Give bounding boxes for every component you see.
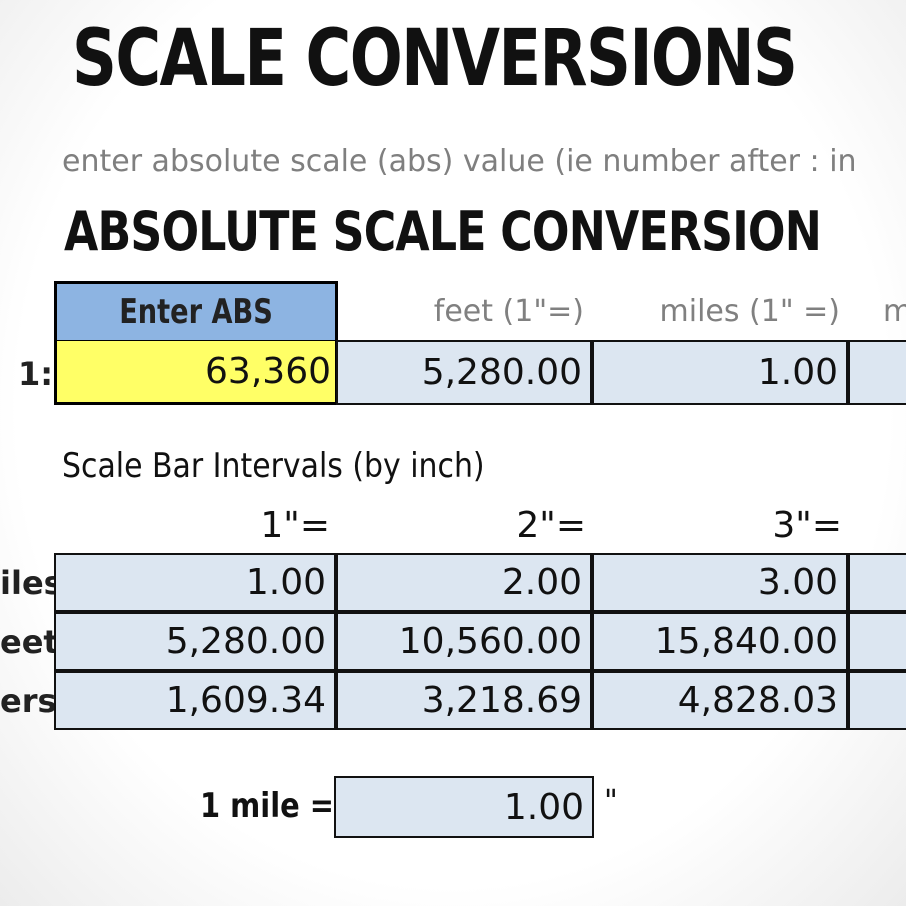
inches-per-mile-cell[interactable]: 1.00	[334, 776, 594, 838]
partial-value-cell[interactable]	[848, 340, 906, 405]
miles-per-inch-cell[interactable]: 1.00	[592, 340, 848, 405]
table-cell[interactable]: 10,560.00	[336, 612, 592, 671]
column-header-m: m	[883, 294, 906, 329]
mile-equals-label: 1 mile =	[200, 786, 334, 826]
interval-header-3: 3"=	[772, 505, 842, 546]
table-cell[interactable]: 1,609.34	[54, 671, 336, 730]
column-header-feet: feet (1"=)	[433, 294, 584, 329]
page-title: SCALE CONVERSIONS	[72, 14, 798, 104]
inch-unit-mark: "	[604, 784, 618, 819]
table-cell[interactable]: 5,280.00	[54, 612, 336, 671]
enter-abs-header: Enter ABS	[54, 281, 338, 341]
row-label-miles: iles	[0, 564, 63, 602]
table-cell-partial[interactable]	[848, 553, 906, 612]
instruction-text: enter absolute scale (abs) value (ie num…	[62, 144, 857, 179]
table-cell-partial[interactable]	[848, 671, 906, 730]
column-header-miles: miles (1" =)	[659, 294, 840, 329]
table-cell[interactable]: 4,828.03	[592, 671, 848, 730]
table-cell[interactable]: 1.00	[54, 553, 336, 612]
feet-per-inch-cell[interactable]: 5,280.00	[336, 340, 592, 405]
section-title: ABSOLUTE SCALE CONVERSION	[64, 200, 822, 263]
enter-abs-header-label: Enter ABS	[119, 292, 273, 332]
intervals-title: Scale Bar Intervals (by inch)	[62, 446, 485, 486]
table-cell-partial[interactable]	[848, 612, 906, 671]
scale-ratio-prefix: 1:	[18, 355, 54, 393]
table-cell[interactable]: 2.00	[336, 553, 592, 612]
interval-header-1: 1"=	[260, 505, 330, 546]
table-cell[interactable]: 15,840.00	[592, 612, 848, 671]
row-label-meters: ers	[0, 682, 57, 720]
row-label-feet: eet	[0, 623, 59, 661]
table-cell[interactable]: 3.00	[592, 553, 848, 612]
interval-header-2: 2"=	[516, 505, 586, 546]
abs-scale-input[interactable]: 63,360	[54, 340, 338, 405]
table-cell[interactable]: 3,218.69	[336, 671, 592, 730]
